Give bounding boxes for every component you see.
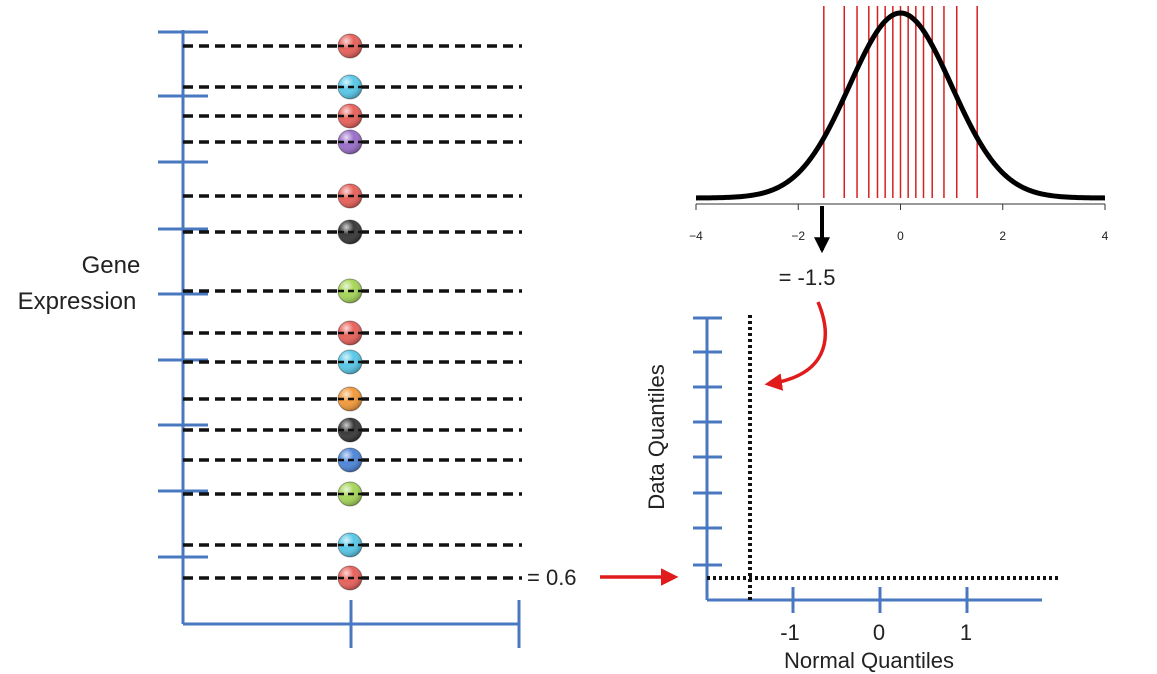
gene-sample-point: [337, 219, 363, 245]
gene-sample-point: [337, 565, 363, 591]
qq-y-ticks: [693, 316, 722, 567]
qq-x-tick-label: 0: [873, 620, 885, 645]
curve-tick-label: −2: [791, 229, 805, 243]
curve-tick-label: 4: [1102, 229, 1109, 243]
gene-axis-label-line1: Gene: [82, 252, 141, 279]
gene-sample-point: [337, 349, 363, 375]
gene-expression-axis: [158, 30, 521, 648]
normal-distribution-plot: −4 −2 0 2 4: [689, 6, 1109, 243]
qq-plot: -1 0 1 Normal Quantiles Data Quantiles: [644, 315, 1058, 673]
gene-sample-point: [337, 386, 363, 412]
qq-y-axis-label: Data Quantiles: [644, 364, 669, 510]
curve-tick-label: 0: [897, 229, 904, 243]
gene-sample-point: [337, 74, 363, 100]
gene-sample-point: [337, 278, 363, 304]
qq-x-tick-label: -1: [780, 620, 800, 645]
qq-x-tick-label: 1: [960, 620, 972, 645]
quantile-lines: [823, 6, 978, 198]
gene-sample-point: [337, 481, 363, 507]
qq-x-ticks: [791, 587, 969, 613]
quantile-value-callout: = -1.5: [779, 265, 836, 290]
gene-sample-point: [337, 33, 363, 59]
gene-sample-point: [337, 532, 363, 558]
red-curved-arrow-icon: [764, 301, 827, 391]
curve-x-ticks: −4 −2 0 2 4: [689, 204, 1109, 243]
gene-sample-point: [337, 320, 363, 346]
gene-sample-point: [337, 183, 363, 209]
gene-sample-point: [337, 417, 363, 443]
normal-curve: [695, 10, 1106, 201]
qq-x-axis-label: Normal Quantiles: [784, 648, 954, 673]
gene-sample-point: [337, 129, 363, 155]
gene-axis-ticks: [158, 30, 208, 559]
gene-axis-label-line2: Expression: [18, 288, 137, 315]
data-value-callout: = 0.6: [527, 565, 577, 590]
gene-sample-point: [337, 447, 363, 473]
curve-tick-label: −4: [689, 229, 703, 243]
gene-rows: [183, 33, 522, 591]
curve-tick-label: 2: [999, 229, 1006, 243]
gene-sample-point: [337, 103, 363, 129]
